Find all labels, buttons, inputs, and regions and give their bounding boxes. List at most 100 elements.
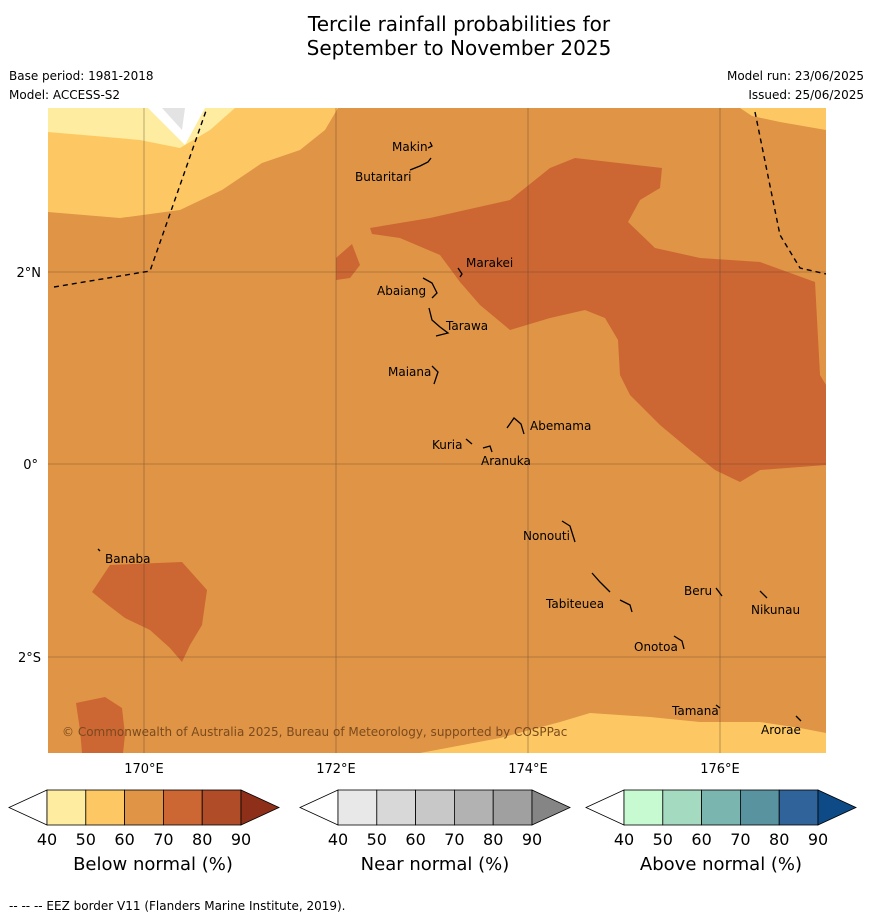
issued-date: Issued: 25/06/2025 (748, 88, 864, 102)
above-cb-bin (701, 789, 741, 826)
island-kuria (465, 438, 473, 445)
island-tabiteuea-s (619, 599, 633, 613)
island-maiana (431, 365, 439, 385)
island-tabiteuea-n (591, 572, 611, 593)
lon-axis-labels: 170°E 172°E 174°E 176°E (124, 762, 740, 777)
near-cb-bin (492, 789, 533, 826)
island-aranuka (482, 445, 493, 453)
island-banaba (97, 548, 101, 552)
eez-footer-note: -- -- -- EEZ border V11 (Flanders Marine… (9, 899, 346, 913)
above-cb-bin (623, 789, 664, 826)
zone-70-80-banaba (92, 562, 207, 662)
below-cb-bin (201, 789, 242, 826)
near-cb-bin (453, 789, 494, 826)
above-cb-bin (778, 789, 819, 826)
zone-70-80-sw (76, 697, 125, 753)
island-butaritari (409, 157, 432, 171)
zone-50-60-south (420, 713, 826, 753)
above-cb-extend-high (817, 789, 857, 826)
title-line-2: September to November 2025 (306, 36, 612, 60)
zone-70-80-east (370, 158, 826, 482)
near-cb-tick: 80 (483, 830, 503, 849)
above-cb-tick: 80 (769, 830, 789, 849)
label-kuria: Kuria (432, 438, 463, 452)
below-cb-extend-low (8, 789, 48, 826)
base-period: Base period: 1981-2018 (9, 69, 154, 83)
colorbar-near: 40 50 60 70 80 90 (299, 789, 571, 849)
lon-176: 176°E (700, 762, 740, 777)
island-nonouti (561, 520, 576, 543)
above-cb-bin (662, 789, 702, 826)
island-nikunau (759, 590, 768, 599)
label-nikunau: Nikunau (751, 603, 800, 617)
label-tamana: Tamana (671, 704, 719, 718)
islands (97, 141, 802, 722)
island-abaiang (422, 277, 438, 299)
lon-170: 170°E (124, 762, 164, 777)
below-cb-tick: 60 (114, 830, 134, 849)
island-makin (427, 141, 433, 149)
copyright-notice: © Commonwealth of Australia 2025, Bureau… (62, 725, 567, 739)
below-cb-tick: 40 (37, 830, 57, 849)
below-cb-tick: 90 (231, 830, 251, 849)
zone-near-white (148, 108, 205, 145)
label-tarawa: Tarawa (445, 319, 488, 333)
place-labels: Makin Butaritari Marakei Abaiang Tarawa … (105, 140, 801, 737)
colorbar-near-title: Near normal (%) (360, 854, 510, 875)
eez-border (53, 108, 826, 288)
label-butaritari: Butaritari (355, 170, 412, 184)
island-beru (715, 587, 723, 597)
model-run: Model run: 23/06/2025 (726, 69, 864, 83)
map-title: Tercile rainfall probabilities for Septe… (0, 12, 873, 60)
colorbar-below-title: Below normal (%) (73, 854, 233, 875)
lat-2s: 2°S (18, 651, 41, 666)
title-line-1: Tercile rainfall probabilities for (307, 12, 611, 36)
label-onotoa: Onotoa (634, 640, 678, 654)
below-cb-tick: 70 (153, 830, 173, 849)
below-cb-extend-high (240, 789, 280, 826)
probability-fill: Makin Butaritari Marakei Abaiang Tarawa … (48, 108, 826, 753)
above-cb-tick: 60 (691, 830, 711, 849)
below-cb-bin (85, 789, 126, 826)
island-onotoa (673, 635, 685, 650)
above-cb-tick: 90 (808, 830, 828, 849)
near-cb-tick: 60 (405, 830, 425, 849)
label-marakei: Marakei (466, 256, 513, 270)
zone-70-80-small (336, 244, 360, 280)
lat-axis-labels: 2°N 0° 2°S (17, 266, 42, 666)
graticule (48, 108, 826, 753)
above-cb-tick: 50 (653, 830, 673, 849)
near-cb-extend-low (299, 789, 339, 826)
above-cb-bin (740, 789, 780, 826)
near-cb-bin (376, 789, 416, 826)
label-nonouti: Nonouti (523, 529, 570, 543)
label-tabiteuea: Tabiteuea (545, 597, 604, 611)
label-arorae: Arorae (761, 723, 801, 737)
meta-left: Base period: 1981-2018 Model: ACCESS-S2 (9, 67, 154, 105)
label-aranuka: Aranuka (481, 454, 531, 468)
above-cb-tick: 70 (730, 830, 750, 849)
near-cb-bin (415, 789, 455, 826)
near-cb-extend-high (531, 789, 571, 826)
island-tamana (715, 704, 721, 709)
colorbar-below: 40 50 60 70 80 90 (8, 789, 280, 849)
colorbar-above-title: Above normal (%) (639, 854, 803, 875)
label-maiana: Maiana (388, 365, 431, 379)
label-banaba: Banaba (105, 552, 151, 566)
label-abaiang: Abaiang (377, 284, 426, 298)
lat-0: 0° (23, 458, 38, 473)
label-beru: Beru (684, 584, 712, 598)
near-cb-tick: 40 (328, 830, 348, 849)
below-cb-tick: 80 (192, 830, 212, 849)
meta-right: Model run: 23/06/2025 Issued: 25/06/2025 (727, 67, 864, 105)
model-name: Model: ACCESS-S2 (9, 88, 121, 102)
below-cb-bin (124, 789, 164, 826)
lon-172: 172°E (316, 762, 356, 777)
island-tarawa (428, 307, 450, 337)
below-cb-tick: 50 (76, 830, 96, 849)
near-cb-tick: 70 (444, 830, 464, 849)
below-cb-bin (162, 789, 203, 826)
above-cb-tick: 40 (614, 830, 634, 849)
below-cb-bin (46, 789, 87, 826)
